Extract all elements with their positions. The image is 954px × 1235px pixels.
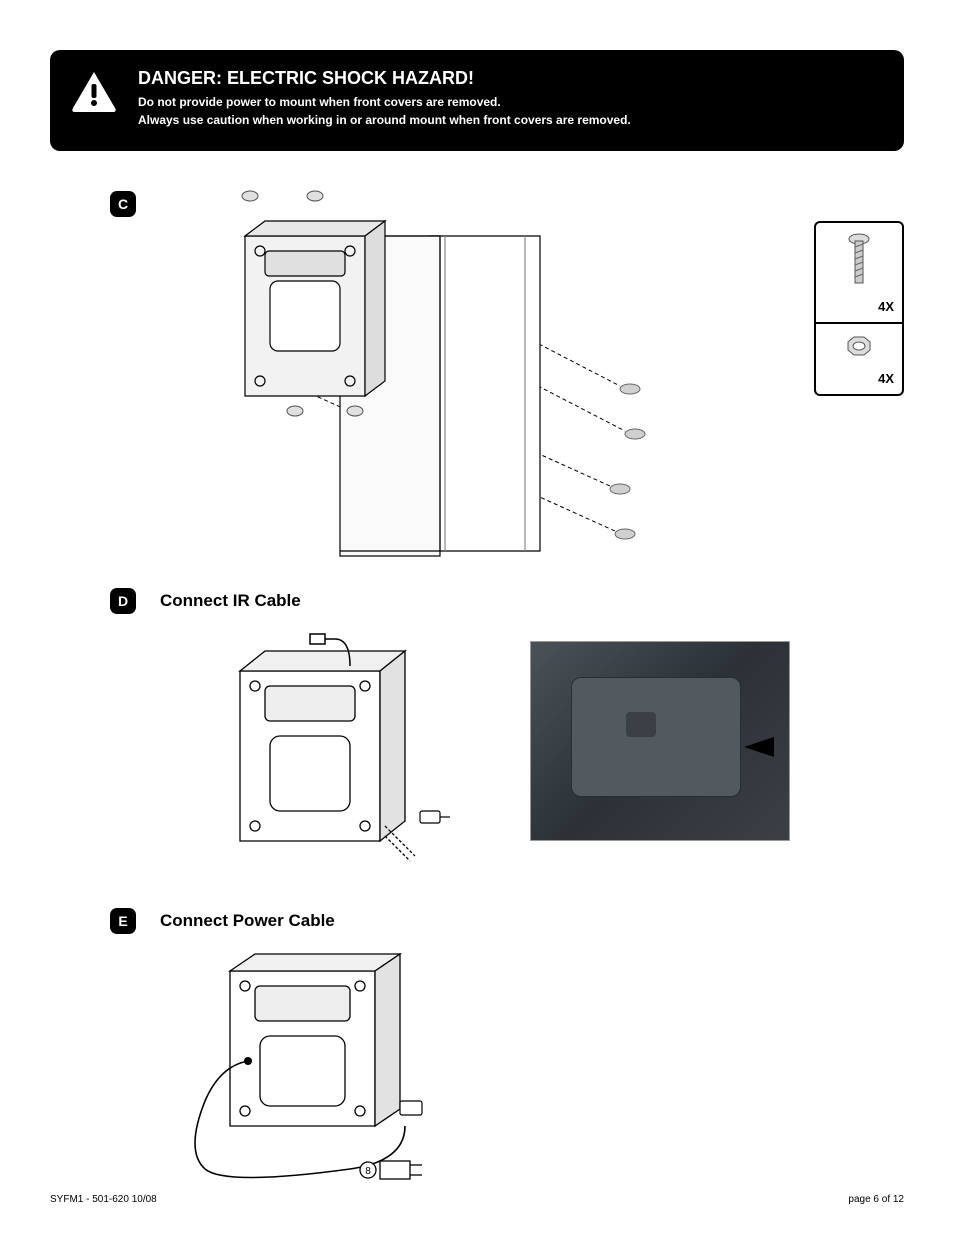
danger-warning-panel: DANGER: ELECTRIC SHOCK HAZARD! Do not pr… (50, 50, 904, 151)
hardware-list: 4X 4X (814, 221, 904, 396)
step-c-assembly-diagram (190, 181, 710, 561)
screw-icon (844, 233, 874, 288)
step-d-badge: D (110, 588, 136, 614)
page-footer: SYFM1 - 501-620 10/08 page 6 of 12 (50, 1194, 904, 1205)
nut-icon (842, 334, 876, 360)
photo-arrow-icon (744, 737, 774, 757)
step-c-badge: C (110, 191, 136, 217)
step-e-title: Connect Power Cable (160, 911, 904, 931)
warning-line-2: Always use caution when working in or ar… (138, 111, 631, 129)
plug-callout-label: 8 (365, 1166, 371, 1177)
step-e-line-diagram: 8 (150, 951, 470, 1191)
nut-quantity: 4X (824, 371, 894, 386)
step-e-section: E Connect Power Cable (50, 911, 904, 1196)
step-c-section: C (50, 191, 904, 571)
step-d-photo (530, 641, 790, 841)
footer-page-number: page 6 of 12 (848, 1194, 904, 1205)
step-d-title: Connect IR Cable (160, 591, 904, 611)
warning-triangle-icon (70, 70, 118, 117)
warning-line-1: Do not provide power to mount when front… (138, 93, 631, 111)
step-e-badge: E (110, 908, 136, 934)
screw-quantity: 4X (824, 299, 894, 314)
step-d-section: D Connect IR Cable (50, 591, 904, 881)
step-d-line-diagram (190, 631, 470, 881)
footer-doc-id: SYFM1 - 501-620 10/08 (50, 1194, 157, 1205)
warning-title: DANGER: ELECTRIC SHOCK HAZARD! (138, 68, 631, 89)
